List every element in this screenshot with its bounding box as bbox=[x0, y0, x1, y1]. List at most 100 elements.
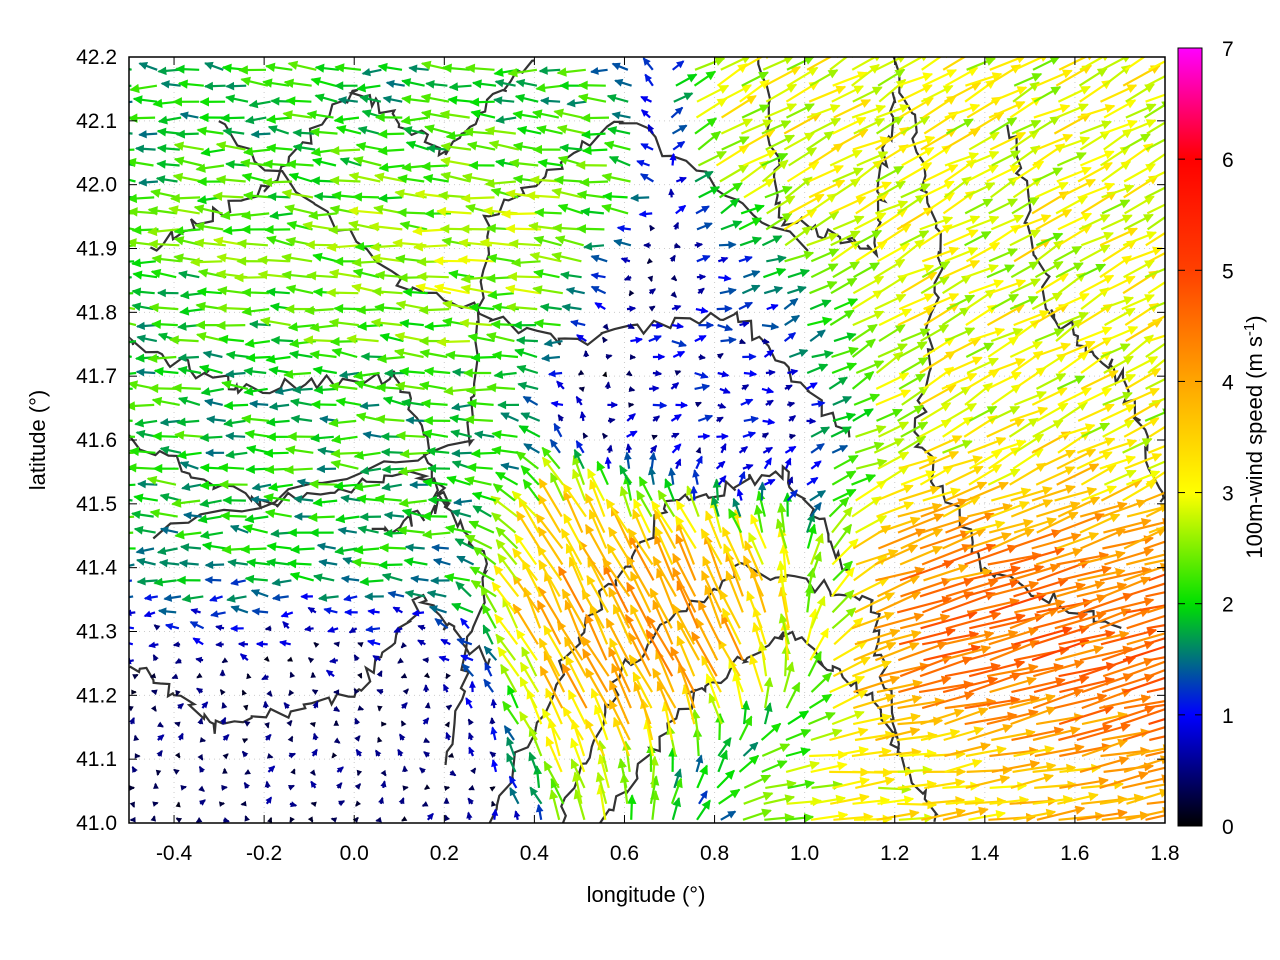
wind-vector bbox=[753, 504, 764, 533]
wind-vector bbox=[778, 612, 790, 645]
wind-vector bbox=[718, 788, 741, 805]
wind-vector bbox=[964, 544, 1018, 566]
wind-vector bbox=[721, 526, 742, 565]
wind-vector bbox=[1081, 608, 1132, 630]
wind-vector bbox=[852, 660, 892, 678]
wind-vector bbox=[240, 800, 247, 807]
wind-vector bbox=[434, 618, 449, 630]
wind-vector bbox=[312, 732, 319, 741]
wind-vector bbox=[469, 680, 476, 693]
wind-vector bbox=[423, 672, 430, 679]
wind-vector bbox=[419, 767, 426, 774]
wind-vector bbox=[467, 718, 474, 726]
wind-vector bbox=[197, 753, 204, 761]
wind-vector bbox=[221, 657, 229, 664]
wind-vector bbox=[720, 810, 737, 821]
y-tick-label: 42.1 bbox=[76, 110, 117, 133]
wind-vector bbox=[266, 542, 292, 552]
wind-vector bbox=[343, 594, 358, 602]
wind-vector bbox=[309, 721, 316, 728]
wind-vector bbox=[201, 541, 227, 551]
wind-vector bbox=[423, 737, 431, 744]
x-tick-label: 0.0 bbox=[340, 842, 369, 865]
wind-vector bbox=[325, 669, 335, 678]
wind-vector bbox=[628, 535, 655, 581]
wind-vector bbox=[944, 742, 991, 758]
wind-vector bbox=[129, 716, 135, 725]
wind-vector bbox=[966, 532, 1012, 550]
wind-vector bbox=[700, 528, 723, 566]
wind-vector bbox=[365, 625, 381, 633]
wind-vector bbox=[716, 769, 735, 789]
wind-vector bbox=[241, 689, 247, 696]
wind-vector bbox=[1081, 738, 1128, 758]
wind-vector bbox=[785, 747, 812, 758]
wind-vector bbox=[243, 781, 251, 789]
wind-vector bbox=[489, 716, 496, 725]
wind-vector bbox=[608, 586, 631, 629]
wind-vector bbox=[1123, 755, 1165, 773]
wind-vector bbox=[333, 719, 340, 726]
wind-vector bbox=[831, 710, 865, 726]
wind-vector bbox=[129, 816, 136, 823]
wind-vector bbox=[250, 589, 269, 598]
wind-vector bbox=[300, 592, 313, 601]
wind-vector bbox=[609, 637, 629, 677]
wind-vector bbox=[557, 565, 585, 613]
wind-vector bbox=[377, 560, 403, 570]
wind-vector bbox=[174, 530, 202, 540]
wind-vector bbox=[1101, 597, 1155, 614]
wind-vector bbox=[283, 702, 291, 710]
wind-vector bbox=[1122, 726, 1165, 742]
wind-vector bbox=[376, 670, 383, 678]
y-tick-label: 41.1 bbox=[76, 748, 117, 771]
wind-vector bbox=[611, 662, 632, 709]
wind-vector bbox=[129, 547, 136, 550]
wind-vector bbox=[179, 543, 201, 552]
wind-vector bbox=[309, 769, 316, 776]
wind-vector bbox=[460, 617, 470, 629]
wind-vector bbox=[874, 544, 919, 566]
wind-vector bbox=[541, 708, 562, 741]
wind-vector bbox=[129, 595, 134, 599]
wind-vector bbox=[632, 671, 653, 709]
wind-vector bbox=[354, 783, 362, 790]
wind-vector bbox=[401, 816, 408, 822]
wind-vector bbox=[393, 626, 403, 633]
wind-vector bbox=[1126, 614, 1165, 630]
wind-vector bbox=[438, 655, 450, 663]
wind-vector bbox=[464, 534, 493, 550]
wind-vector bbox=[443, 573, 470, 583]
wind-vector bbox=[502, 700, 520, 725]
wind-vector bbox=[444, 524, 472, 534]
wind-vector bbox=[942, 543, 997, 566]
wind-vector bbox=[810, 728, 843, 742]
wind-vector bbox=[1077, 567, 1126, 582]
wind-vector bbox=[1145, 637, 1165, 646]
wind-vector bbox=[230, 624, 244, 633]
wind-vector bbox=[239, 544, 267, 554]
wind-vector bbox=[424, 702, 431, 709]
wind-vector bbox=[190, 608, 201, 615]
wind-vector bbox=[444, 721, 450, 728]
wind-vector bbox=[535, 513, 564, 550]
wind-vector bbox=[509, 786, 520, 805]
wind-vector bbox=[672, 552, 697, 597]
wind-vector bbox=[676, 620, 700, 661]
wind-vector bbox=[765, 779, 797, 790]
wind-vector bbox=[1099, 694, 1152, 710]
wind-vector bbox=[946, 611, 1002, 630]
wind-vector bbox=[831, 607, 857, 630]
wind-vector bbox=[244, 574, 268, 584]
wind-vector bbox=[584, 493, 606, 534]
y-tick-label: 41.2 bbox=[76, 684, 117, 707]
wind-vector bbox=[876, 630, 922, 646]
wind-vector bbox=[705, 673, 721, 709]
wind-vector bbox=[562, 706, 584, 741]
wind-vector bbox=[218, 801, 226, 807]
wind-vector bbox=[491, 512, 517, 534]
wind-vector bbox=[495, 633, 517, 661]
wind-vector bbox=[468, 784, 475, 791]
wind-vector bbox=[656, 680, 677, 725]
wind-vector bbox=[633, 498, 651, 534]
